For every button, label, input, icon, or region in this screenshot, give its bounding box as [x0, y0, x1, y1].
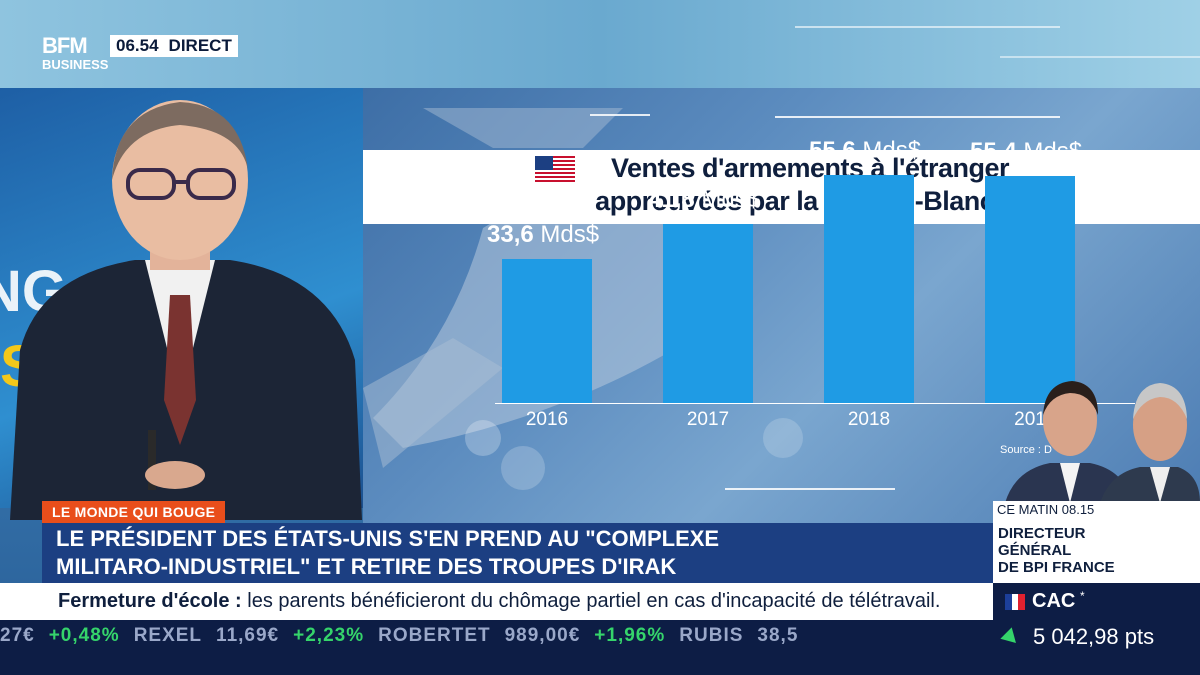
chart-bar [985, 176, 1075, 403]
decor-line [1000, 56, 1200, 58]
us-flag-icon [535, 156, 575, 182]
chart-title: Ventes d'armements à l'étranger approuvé… [570, 152, 1050, 218]
channel-logo: BFM BUSINESS [42, 33, 109, 77]
logo-line-1: BFM [42, 33, 88, 58]
stock-ticker-item: +2,23% [293, 625, 365, 646]
guest-time-label: CE MATIN 08.15 [997, 502, 1095, 517]
stock-ticker-item: 989,00€ [504, 625, 581, 646]
data-label-unit: Mds$ [701, 186, 761, 213]
stock-ticker-item: RUBIS [679, 625, 744, 646]
stock-ticker-band [0, 620, 993, 675]
segment-tag-label: LE MONDE QUI BOUGE [52, 504, 216, 520]
guest-portraits [1005, 381, 1200, 503]
decor-line [590, 114, 650, 116]
guest-role-line-3: DE BPI FRANCE [998, 559, 1115, 576]
live-label: DIRECT [168, 36, 232, 55]
headline: LE PRÉSIDENT DES ÉTATS-UNIS S'EN PREND A… [56, 525, 986, 581]
index-marker: * [1080, 589, 1085, 603]
decor-line [725, 488, 895, 490]
chart-bar [824, 175, 914, 403]
stock-ticker-item: ROBERTET [378, 625, 491, 646]
x-tick-label: 2018 [847, 409, 891, 430]
guest-role: DIRECTEUR GÉNÉRAL DE BPI FRANCE [998, 525, 1115, 576]
chart-data-label: 33,6 Mds$ [487, 221, 599, 249]
news-ticker: Fermeture d'école : les parents bénéfici… [58, 590, 940, 613]
guest-caption-box [993, 501, 1200, 583]
guest-role-line-1: DIRECTEUR [998, 525, 1086, 542]
stock-ticker-item: +0,48% [48, 625, 120, 646]
x-tick-label: 201 [1014, 409, 1046, 430]
decor-line [795, 26, 1060, 28]
ticker-label: Fermeture d'école : [58, 590, 242, 612]
decor-line [775, 116, 1060, 118]
chart-data-label: 55,6 Mds$ [809, 137, 921, 165]
headline-line-1: LE PRÉSIDENT DES ÉTATS-UNIS S'EN PREND A… [56, 526, 720, 551]
france-flag-icon [1005, 594, 1025, 610]
stock-ticker-item: 27€ [0, 625, 35, 646]
logo-line-2: BUSINESS [42, 57, 109, 72]
chart-title-line-2: approuvées par la Maison-Blanche [595, 186, 1025, 216]
stock-ticker-item: 11,69€ [216, 625, 280, 646]
index-name: CAC [1032, 590, 1076, 612]
stock-ticker-item: +1,96% [594, 625, 666, 646]
chart-data-label: 55,4 Mds$ [970, 138, 1082, 166]
data-label-unit: Mds$ [862, 137, 922, 164]
clock-time: 06.54 [116, 36, 159, 55]
data-label-unit: Mds$ [540, 221, 600, 248]
headline-line-2: MILITARO-INDUSTRIEL" ET RETIRE DES TROUP… [56, 554, 677, 579]
data-label-value: 55,4 [970, 138, 1017, 165]
index-value: 5 042,98 pts [1033, 624, 1155, 649]
data-label-unit: Mds$ [1023, 138, 1083, 165]
ticker-text: les parents bénéficieront du chômage par… [241, 590, 941, 612]
chart-bar [502, 259, 592, 403]
chart-bar [663, 224, 753, 403]
live-clock-box: 06.54 DIRECT [110, 35, 238, 57]
x-tick-label: 2017 [686, 409, 730, 430]
chart-source: Source : D [1000, 444, 1052, 456]
chart-baseline [495, 403, 1135, 404]
news-ticker-band [0, 583, 993, 620]
headline-band [42, 523, 993, 583]
stock-ticker-item: 38,5 [757, 625, 799, 646]
data-label-value: 33,6 [487, 221, 534, 248]
data-label-value: 55,6 [809, 137, 856, 164]
stock-ticker-item: REXEL [133, 625, 203, 646]
chart-title-line-1: Ventes d'armements à l'étranger [610, 153, 1010, 183]
x-tick-label: 2016 [525, 409, 569, 430]
segment-tag: LE MONDE QUI BOUGE [42, 501, 226, 523]
index-box [993, 583, 1200, 675]
presenter-figure [10, 100, 362, 520]
guest-role-line-2: GÉNÉRAL [998, 542, 1072, 559]
chart-data-label: 41,8 Mds$ [648, 186, 760, 214]
data-label-value: 41,8 [648, 186, 695, 213]
stock-ticker: 27€ +0,48% REXEL 11,69€ +2,23% ROBERTET 989,00… [0, 625, 798, 649]
